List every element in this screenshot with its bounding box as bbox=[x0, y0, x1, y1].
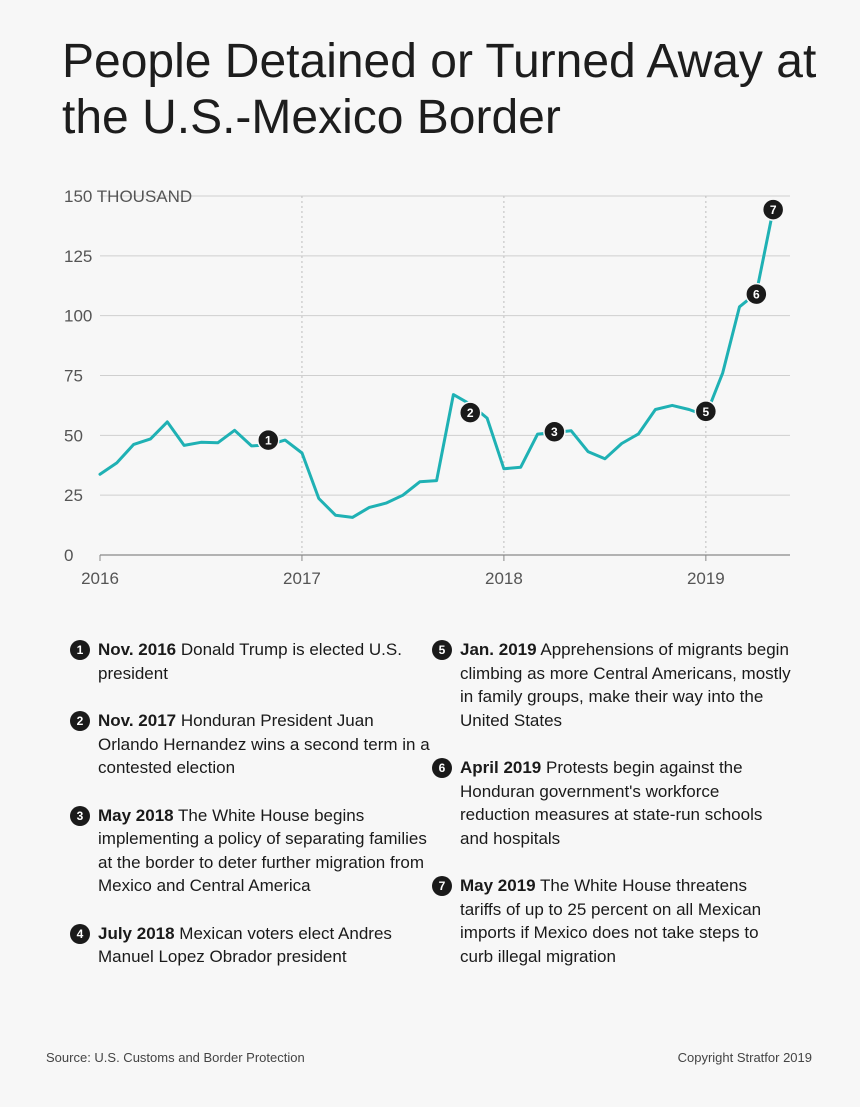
event-date: July 2018 bbox=[98, 923, 175, 943]
event-date: April 2019 bbox=[460, 758, 542, 777]
event-item: 6 April 2019 Protests begin against the H… bbox=[432, 756, 792, 850]
events-column-left: 1 Nov. 2016 Donald Trump is elected U.S. … bbox=[70, 638, 430, 993]
event-marker-label: 6 bbox=[753, 288, 760, 302]
event-marker-label: 5 bbox=[703, 405, 710, 419]
x-tick-label: 2016 bbox=[81, 569, 119, 588]
event-item: 4 July 2018 Mexican voters elect Andres M… bbox=[70, 922, 430, 969]
event-text: The White House begins implementing a po… bbox=[98, 805, 427, 896]
event-marker-7 bbox=[761, 198, 785, 221]
event-number-badge: 6 bbox=[432, 758, 452, 778]
event-date: Nov. 2017 bbox=[98, 711, 177, 730]
event-description: July 2018 Mexican voters elect Andres Ma… bbox=[98, 922, 430, 969]
event-marker-6 bbox=[745, 282, 768, 306]
event-marker-1 bbox=[257, 428, 280, 452]
x-tick-label: 2017 bbox=[283, 569, 321, 588]
event-marker-5 bbox=[694, 400, 718, 423]
event-date: May 2018 bbox=[98, 805, 174, 825]
chart-title: People Detained or Turned Away at the U.… bbox=[62, 35, 817, 144]
copyright-note: Copyright Stratfor 2019 bbox=[677, 1050, 812, 1065]
event-text: Donald Trump is elected U.S. president bbox=[98, 640, 402, 683]
event-marker-3 bbox=[543, 420, 566, 443]
x-tick-label: 2019 bbox=[687, 569, 725, 588]
event-date: Jan. 2019 bbox=[460, 640, 537, 659]
source-note: Source: U.S. Customs and Border Protecti… bbox=[46, 1050, 305, 1065]
event-description: Jan. 2019 Apprehensions of migrants begi… bbox=[460, 638, 792, 732]
event-marker-label: 1 bbox=[265, 434, 272, 448]
event-number-badge: 5 bbox=[432, 640, 452, 660]
event-date: Nov. 2016 bbox=[98, 640, 177, 659]
y-tick-label: 100 bbox=[64, 307, 92, 326]
y-tick-label: 25 bbox=[64, 486, 83, 505]
event-item: 5 Jan. 2019 Apprehensions of migrants beg… bbox=[432, 638, 792, 732]
event-description: May 2018 The White House begins implemen… bbox=[98, 804, 430, 898]
event-number-badge: 7 bbox=[432, 876, 452, 896]
event-marker-label: 7 bbox=[770, 203, 777, 217]
event-number-badge: 4 bbox=[70, 923, 90, 944]
events-column-right: 5 Jan. 2019 Apprehensions of migrants beg… bbox=[432, 638, 792, 992]
y-tick-label: 150 THOUSAND bbox=[64, 187, 192, 206]
event-description: May 2019 The White House threatens tarif… bbox=[460, 874, 792, 968]
event-date: May 2019 bbox=[460, 876, 536, 895]
event-marker-label: 2 bbox=[467, 406, 474, 420]
event-number-badge: 3 bbox=[70, 805, 90, 826]
event-item: 7 May 2019 The White House threatens tari… bbox=[432, 874, 792, 968]
y-tick-label: 125 bbox=[64, 247, 92, 266]
event-text: Honduran President Juan Orlando Hernande… bbox=[98, 711, 430, 777]
event-text: Protests begin against the Honduran gove… bbox=[460, 758, 763, 848]
event-item: 1 Nov. 2016 Donald Trump is elected U.S. … bbox=[70, 638, 430, 685]
event-description: Nov. 2017 Honduran President Juan Orland… bbox=[98, 709, 430, 780]
event-number-badge: 2 bbox=[70, 711, 90, 731]
y-tick-label: 75 bbox=[64, 367, 83, 386]
event-item: 2 Nov. 2017 Honduran President Juan Orlan… bbox=[70, 709, 430, 780]
event-text: The White House threatens tariffs of up … bbox=[460, 876, 762, 966]
event-item: 3 May 2018 The White House begins impleme… bbox=[70, 804, 430, 898]
event-text: Mexican voters elect Andres Manuel Lopez… bbox=[98, 923, 392, 967]
event-marker-2 bbox=[458, 401, 482, 424]
event-text: Apprehensions of migrants begin climbing… bbox=[460, 640, 791, 730]
y-tick-label: 50 bbox=[64, 426, 83, 445]
event-marker-label: 3 bbox=[551, 425, 558, 439]
series-line bbox=[98, 208, 775, 519]
event-description: Nov. 2016 Donald Trump is elected U.S. p… bbox=[98, 638, 430, 685]
event-number-badge: 1 bbox=[70, 640, 90, 660]
x-tick-label: 2018 bbox=[485, 569, 523, 588]
event-description: April 2019 Protests begin against the Ho… bbox=[460, 756, 792, 850]
y-tick-label: 0 bbox=[64, 546, 73, 565]
